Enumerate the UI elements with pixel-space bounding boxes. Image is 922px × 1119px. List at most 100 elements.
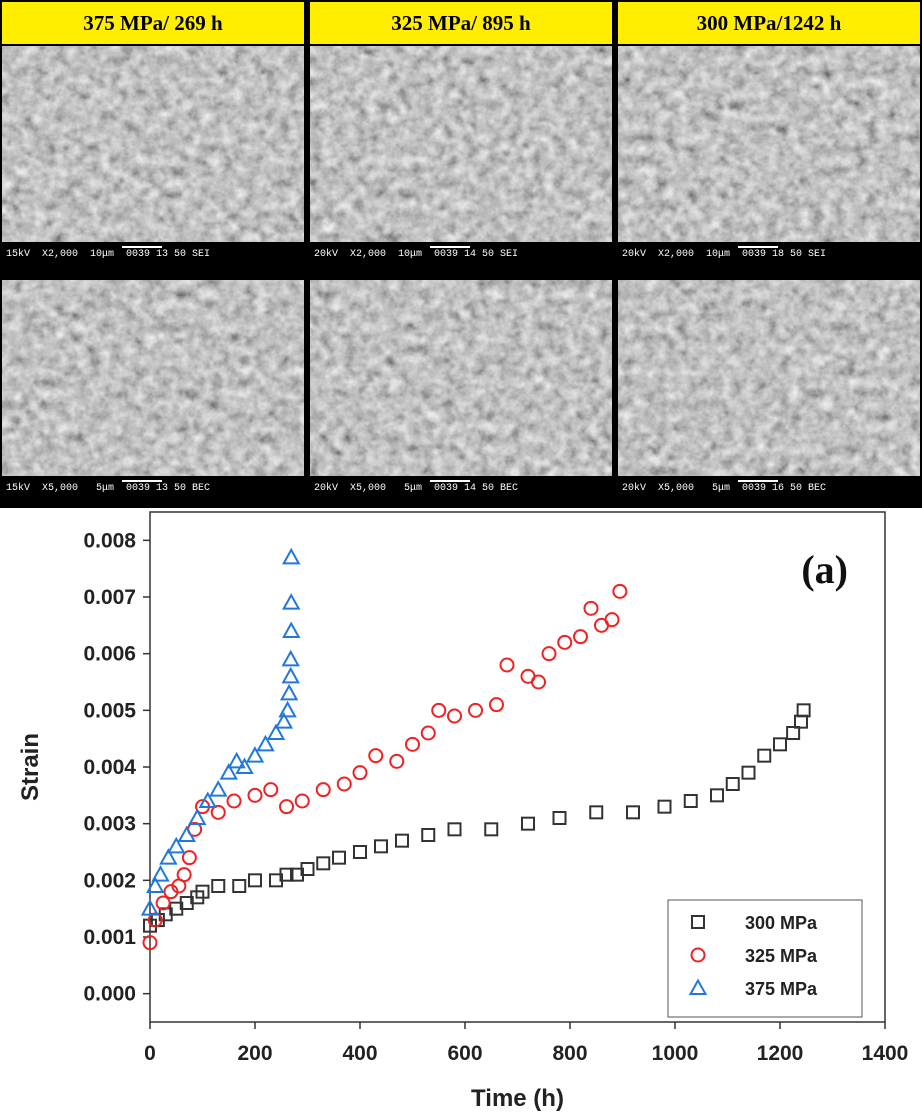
marker-circle (147, 912, 163, 928)
marker-square (248, 873, 262, 888)
x-tick-label: 1200 (757, 1042, 804, 1065)
marker-circle (431, 702, 447, 718)
marker-square (484, 822, 499, 837)
panel-header: 300 MPa/1242 h (697, 11, 842, 35)
sem-image (310, 46, 612, 242)
x-axis-label: Time (h) (471, 1085, 564, 1112)
marker-triangle (146, 876, 165, 893)
y-tick-label: 0.003 (83, 813, 136, 836)
marker-square (374, 839, 388, 854)
x-tick-label: 200 (237, 1042, 272, 1065)
legend-label: 375 MPa (745, 979, 818, 999)
marker-triangle (278, 700, 297, 718)
y-tick-label: 0.005 (83, 699, 136, 722)
marker-triangle (281, 666, 300, 684)
marker-square (552, 811, 567, 825)
marker-circle (405, 736, 420, 752)
sem-caption: 20kV X5,000 5μm 0039 14 50 BEC (314, 482, 518, 494)
marker-circle (557, 634, 573, 650)
marker-triangle (151, 865, 170, 882)
marker-triangle (235, 757, 254, 774)
marker-triangle (198, 791, 217, 808)
sem-image (310, 280, 612, 476)
marker-square (710, 788, 724, 803)
marker-circle (531, 674, 546, 690)
sem-caption: 15kV X5,000 5μm 0039 13 50 BEC (6, 482, 210, 494)
marker-square (395, 833, 409, 848)
x-tick-label: 0 (144, 1042, 156, 1065)
marker-triangle (227, 751, 246, 769)
marker-circle (368, 748, 384, 764)
marker-square (786, 726, 801, 740)
y-tick-label: 0.004 (83, 756, 136, 779)
marker-triangle (282, 593, 301, 610)
marker-circle (263, 782, 279, 798)
marker-triangle (266, 723, 286, 740)
marker-triangle (177, 825, 196, 842)
marker-triangle (282, 621, 301, 638)
sem-caption: 20kV X5,000 5μm 0039 16 50 BEC (622, 482, 826, 494)
marker-square (794, 714, 808, 729)
sem-image (618, 280, 920, 476)
marker-circle (468, 702, 483, 718)
marker-circle (336, 776, 352, 792)
sem-caption: 20kV X2,000 10μm 0039 18 50 SEI (622, 248, 826, 260)
legend-label: 325 MPa (745, 946, 818, 966)
x-tick-label: 600 (447, 1042, 482, 1065)
marker-square (796, 703, 811, 718)
marker-square (279, 867, 294, 882)
marker-square (195, 884, 210, 899)
marker-circle (155, 895, 171, 911)
y-tick-label: 0.007 (83, 586, 136, 609)
x-tick-label: 400 (342, 1042, 377, 1065)
marker-square (657, 799, 672, 814)
panel-header-box (310, 2, 612, 44)
marker-square (211, 879, 226, 893)
marker-triangle (281, 649, 300, 667)
marker-square (447, 822, 462, 837)
marker-square (626, 805, 640, 820)
marker-triangle (279, 683, 299, 701)
marker-circle (294, 793, 310, 809)
marker-square (757, 748, 772, 763)
marker-circle (389, 753, 405, 769)
marker-triangle (188, 808, 207, 825)
sem-image (2, 280, 304, 476)
marker-triangle (159, 848, 178, 865)
x-tick-label: 1400 (862, 1042, 909, 1065)
marker-triangle (167, 836, 186, 854)
marker-square (232, 879, 247, 893)
marker-square (316, 856, 331, 871)
marker-circle (447, 708, 462, 724)
sem-caption: 15kV X2,000 10μm 0039 13 50 SEI (6, 248, 210, 260)
marker-circle (181, 850, 197, 866)
marker-circle (315, 782, 331, 798)
y-tick-label: 0.008 (83, 529, 136, 552)
marker-square (589, 805, 604, 820)
marker-square (421, 828, 436, 842)
marker-circle (142, 935, 158, 951)
marker-square (683, 794, 698, 808)
y-tick-label: 0.001 (83, 926, 136, 949)
marker-circle (604, 612, 620, 628)
panel-header-box (2, 2, 304, 44)
marker-circle (489, 697, 504, 713)
marker-square (300, 862, 315, 876)
sem-image (2, 46, 304, 242)
marker-circle (352, 765, 368, 781)
panel-header-box (618, 2, 920, 44)
marker-circle (247, 787, 263, 803)
annotation: (a) (801, 547, 848, 592)
marker-triangle (274, 712, 294, 729)
x-tick-label: 800 (552, 1042, 587, 1065)
marker-triangle (282, 547, 301, 565)
marker-square (741, 765, 756, 780)
marker-triangle (209, 780, 228, 797)
marker-circle (210, 804, 226, 820)
marker-square (332, 850, 346, 865)
y-tick-label: 0.006 (83, 643, 136, 666)
panel-header: 325 MPa/ 895 h (391, 11, 531, 35)
legend-marker (691, 915, 705, 929)
x-tick-label: 1000 (652, 1042, 699, 1065)
